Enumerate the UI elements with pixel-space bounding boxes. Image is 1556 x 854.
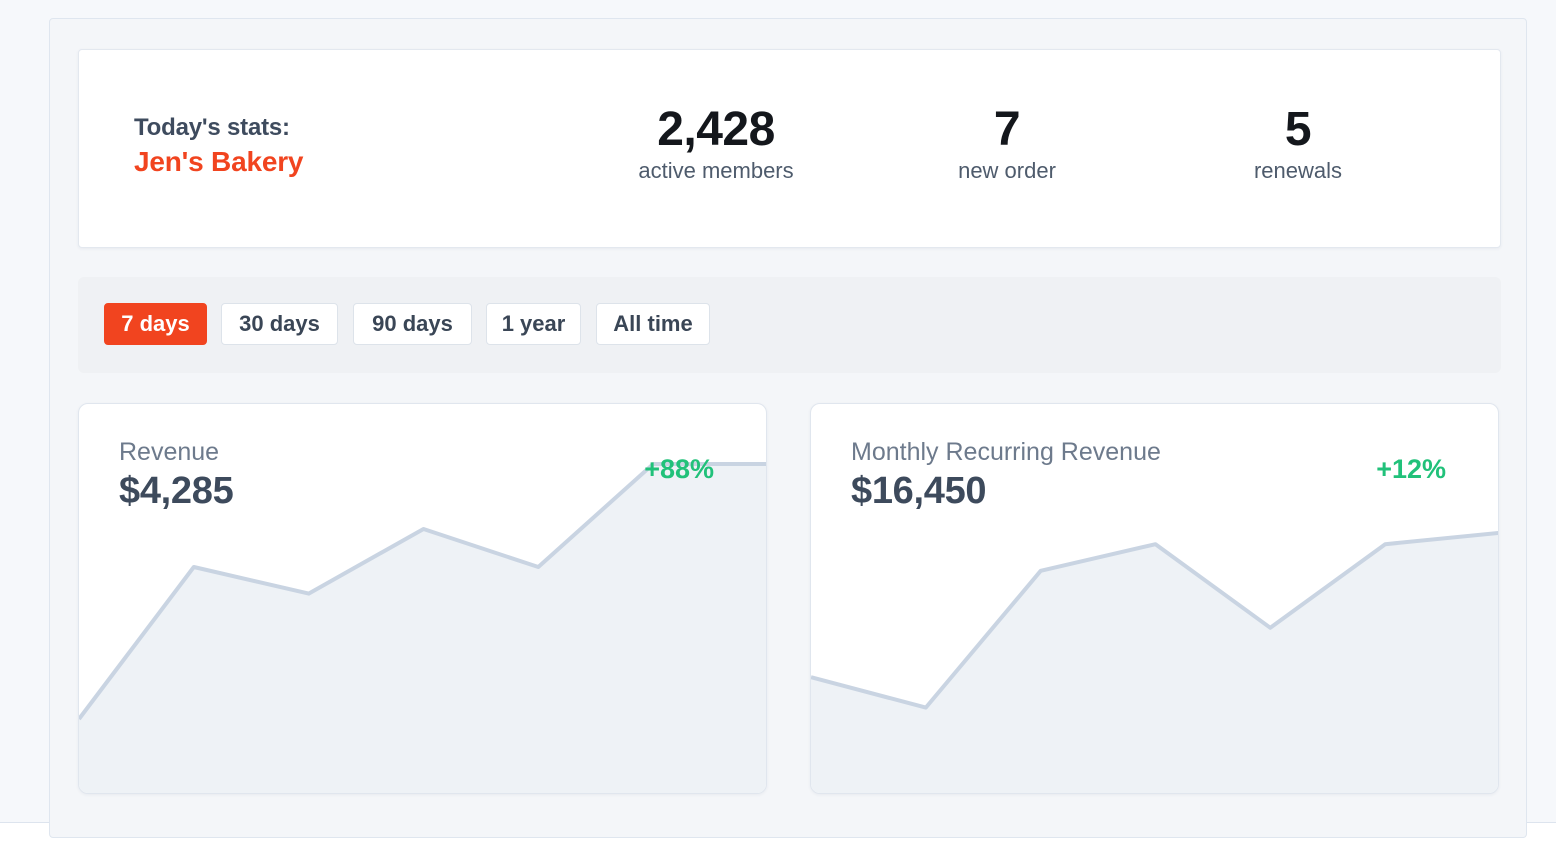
metric-label: new order bbox=[958, 158, 1056, 183]
metric-value: 7 bbox=[993, 103, 1021, 156]
date-range-filter: 7 days 30 days 90 days 1 year All time bbox=[78, 277, 1501, 373]
dashboard-panel: Today's stats: Jen's Bakery 2,428 active… bbox=[49, 18, 1527, 838]
revenue-value: $4,285 bbox=[119, 470, 234, 512]
metric-renewals: 5 renewals bbox=[1168, 102, 1428, 184]
mrr-card: Monthly Recurring Revenue $16,450 +12% bbox=[810, 403, 1499, 794]
metric-active-members: 2,428 active members bbox=[586, 102, 846, 184]
mrr-value: $16,450 bbox=[851, 470, 987, 512]
revenue-change-badge: +88% bbox=[644, 454, 714, 484]
range-1-year-button[interactable]: 1 year bbox=[486, 303, 581, 345]
mrr-title: Monthly Recurring Revenue bbox=[851, 438, 1161, 466]
range-30-days-button[interactable]: 30 days bbox=[221, 303, 338, 345]
range-all-time-button[interactable]: All time bbox=[596, 303, 710, 345]
stats-heading: Today's stats: Jen's Bakery bbox=[134, 114, 303, 178]
metric-label: renewals bbox=[1253, 158, 1343, 183]
revenue-title: Revenue bbox=[119, 438, 220, 466]
revenue-trend-line bbox=[79, 462, 766, 721]
revenue-card: Revenue $4,285 +88% bbox=[78, 403, 767, 794]
metric-value: 2,428 bbox=[657, 103, 775, 156]
range-90-days-button[interactable]: 90 days bbox=[353, 303, 472, 345]
mrr-change-badge: +12% bbox=[1376, 454, 1446, 484]
stats-label: Today's stats: bbox=[134, 114, 290, 141]
metric-label: active members bbox=[638, 158, 794, 183]
business-name: Jen's Bakery bbox=[134, 146, 304, 177]
metric-new-order: 7 new order bbox=[877, 102, 1137, 184]
mrr-trend-chart bbox=[811, 530, 1498, 793]
mrr-trend-area bbox=[811, 532, 1498, 793]
revenue-trend-chart bbox=[79, 462, 766, 793]
range-7-days-button[interactable]: 7 days bbox=[104, 303, 207, 345]
mrr-trend-line bbox=[811, 530, 1498, 710]
metric-value: 5 bbox=[1284, 103, 1312, 156]
todays-stats-card: Today's stats: Jen's Bakery 2,428 active… bbox=[78, 49, 1501, 248]
revenue-trend-area bbox=[79, 464, 766, 793]
